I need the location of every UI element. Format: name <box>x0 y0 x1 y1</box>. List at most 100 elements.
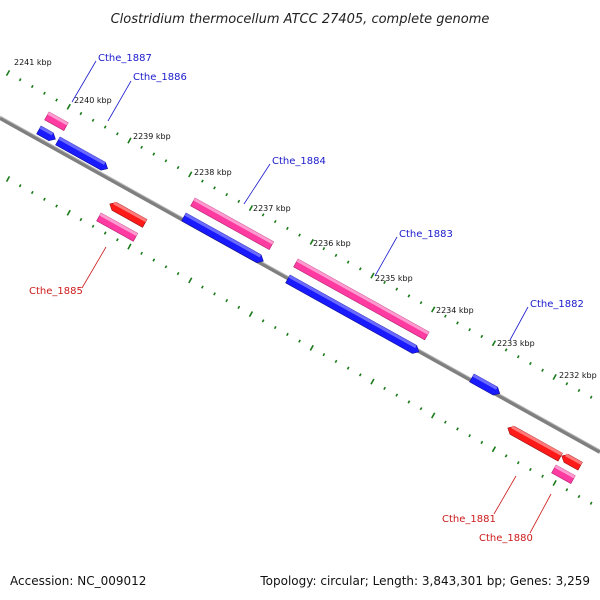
minor-tick <box>43 197 46 201</box>
minor-tick <box>395 393 399 397</box>
label-leaders <box>71 60 552 534</box>
leader-cthe-1881 <box>493 475 517 515</box>
cds-cthe-1882[interactable] <box>469 373 502 397</box>
cds-cthe-1884[interactable] <box>181 212 266 265</box>
minor-tick <box>443 420 447 424</box>
major-tick <box>188 171 193 178</box>
minor-tick <box>55 98 58 102</box>
major-tick <box>431 412 436 419</box>
minor-tick <box>504 348 508 352</box>
leader-cthe-1880 <box>529 493 552 534</box>
kbp-labels: 2241 kbp 2240 kbp 2239 kbp 2238 kbp 2237… <box>14 58 597 380</box>
minor-tick <box>456 321 459 325</box>
cds-cthe-1881[interactable] <box>506 424 563 462</box>
kbp-label: 2240 kbp <box>74 96 112 105</box>
accession-text: Accession: NC_009012 <box>10 574 146 588</box>
gene-label-cthe-1886[interactable]: Cthe_1886 <box>133 72 187 83</box>
minor-tick <box>30 84 34 89</box>
minor-tick <box>298 233 301 237</box>
minor-tick <box>115 238 119 242</box>
gene-label-cthe-1885[interactable]: Cthe_1885 <box>29 286 83 297</box>
major-tick <box>552 480 557 486</box>
reverse-features <box>96 200 583 484</box>
minor-tick <box>541 368 544 372</box>
minor-tick <box>164 159 168 163</box>
minor-tick <box>565 382 569 386</box>
minor-tick <box>334 359 338 364</box>
major-tick <box>370 272 375 279</box>
minor-tick <box>91 118 95 122</box>
minor-tick <box>55 204 58 208</box>
minor-tick <box>237 305 241 309</box>
minor-tick <box>468 328 472 332</box>
minor-tick <box>225 298 229 303</box>
cds-cthe-1885[interactable] <box>108 200 148 228</box>
minor-tick <box>201 285 204 289</box>
minor-tick <box>286 226 289 231</box>
minor-tick <box>358 373 362 377</box>
gene-label-cthe-1887[interactable]: Cthe_1887 <box>98 53 152 64</box>
leader-cthe-1885 <box>81 246 107 289</box>
minor-tick <box>565 488 569 492</box>
minor-tick <box>140 251 144 255</box>
gene-label-cthe-1881[interactable]: Cthe_1881 <box>442 514 496 525</box>
major-tick <box>5 176 11 182</box>
minor-tick <box>30 190 34 195</box>
cds-cthe-1887[interactable] <box>36 125 58 143</box>
minor-tick <box>18 78 22 82</box>
minor-tick <box>504 454 508 458</box>
kbp-label: 2232 kbp <box>559 371 597 380</box>
map-title: Clostridium thermocellum ATCC 27405, com… <box>111 12 490 27</box>
minor-tick <box>346 366 350 370</box>
gene-label-cthe-1882[interactable]: Cthe_1882 <box>530 299 584 310</box>
minor-tick <box>103 231 107 235</box>
major-tick <box>127 243 132 250</box>
minor-tick <box>140 145 144 149</box>
minor-tick <box>516 461 520 465</box>
leader-cthe-1886 <box>107 80 132 122</box>
kbp-label: 2239 kbp <box>133 132 171 141</box>
lower-tick-track <box>5 176 593 505</box>
minor-tick <box>419 407 423 411</box>
minor-tick <box>480 334 484 339</box>
major-tick <box>309 344 314 351</box>
major-tick <box>66 103 71 110</box>
minor-tick <box>176 165 180 170</box>
gene-label-cthe-1883[interactable]: Cthe_1883 <box>399 229 453 240</box>
gene-label-cthe-1884[interactable]: Cthe_1884 <box>272 156 326 167</box>
minor-tick <box>261 319 265 323</box>
gene-cthe-1880[interactable] <box>551 464 576 484</box>
minor-tick <box>529 467 532 472</box>
kbp-label: 2236 kbp <box>313 239 351 248</box>
forward-features <box>36 111 502 397</box>
cds-cthe-1883[interactable] <box>285 274 421 356</box>
leader-cthe-1887 <box>71 60 97 103</box>
minor-tick <box>273 220 277 224</box>
minor-tick <box>225 192 229 197</box>
minor-tick <box>103 125 107 129</box>
major-tick <box>188 277 193 284</box>
minor-tick <box>43 91 46 95</box>
leader-cthe-1884 <box>243 163 271 205</box>
gene-cthe-1885[interactable] <box>96 212 139 242</box>
cds-cthe-1886[interactable] <box>55 136 110 173</box>
major-tick <box>248 205 254 212</box>
major-tick <box>248 311 254 318</box>
gene-label-cthe-1880[interactable]: Cthe_1880 <box>479 533 533 544</box>
major-tick <box>491 340 497 347</box>
minor-tick <box>79 217 83 222</box>
gene-cthe-1887[interactable] <box>44 111 69 131</box>
minor-tick <box>577 494 581 499</box>
minor-tick <box>164 265 168 269</box>
kbp-label: 2234 kbp <box>436 306 474 315</box>
kbp-label: 2241 kbp <box>14 58 52 67</box>
minor-tick <box>589 501 593 505</box>
minor-tick <box>213 292 216 296</box>
minor-tick <box>201 179 204 183</box>
minor-tick <box>541 474 544 478</box>
gene-cthe-1884[interactable] <box>190 197 275 251</box>
minor-tick <box>346 260 350 264</box>
minor-tick <box>456 427 459 431</box>
gene-cthe-1883[interactable] <box>293 258 430 341</box>
cds-cthe-1880[interactable] <box>560 452 583 471</box>
